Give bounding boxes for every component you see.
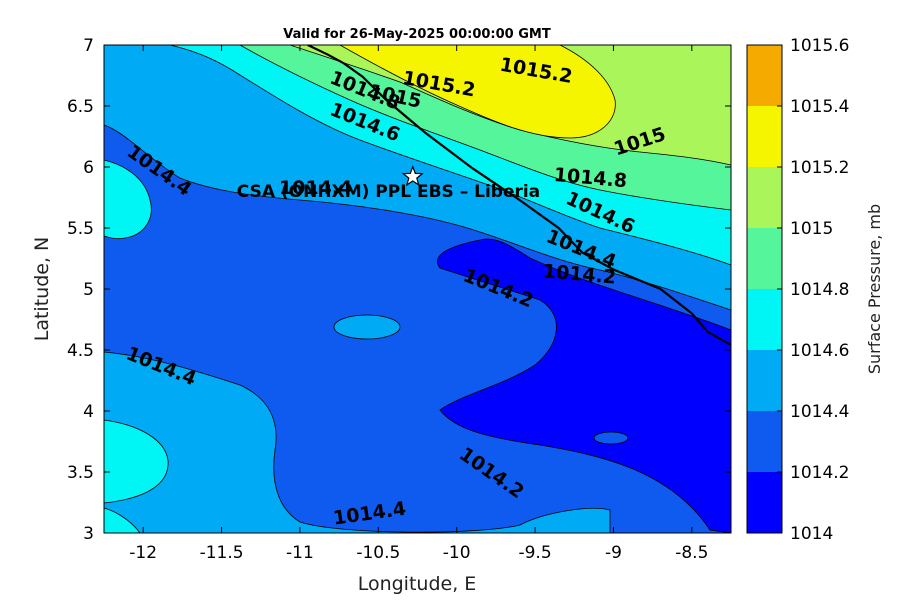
colorbar-tick-label: 1015.6 [790,36,849,56]
colorbar-tick-label: 1014 [790,524,833,544]
site-label: CSA (ONHXM) PPL EBS – Liberia [237,182,540,202]
band-1014-6-corner [104,507,141,533]
x-axis: -12 -11.5 -11 -10.5 -10 -9.5 -9 -8.5 [129,45,708,563]
y-tick-label: 6.5 [67,97,94,117]
band-1014-4-island [333,314,401,340]
y-tick-label: 3.5 [67,463,94,483]
y-tick-label: 5 [83,280,94,300]
colorbar-tick-label: 1014.4 [790,402,849,422]
colorbar-segment [747,106,782,167]
colorbar-tick-label: 1015.4 [790,97,849,117]
colorbar: 1014 1014.2 1014.4 1014.6 1014.8 1015 1015.2 10… [746,36,849,544]
x-tick-label: -9.5 [518,543,551,563]
band-1014-0-southeast [437,238,731,533]
y-axis: 3 3.5 4 4.5 5 5.5 6 6.5 7 [67,36,731,544]
chart-title: Valid for 26-May-2025 00:00:00 GMT [283,27,551,42]
colorbar-segment [747,228,782,289]
x-tick-label: -11.5 [200,543,244,563]
site-marker-star [401,165,424,187]
x-tick-label: -10.5 [356,543,400,563]
colorbar-segment [747,167,782,228]
colorbar-segment [747,411,782,472]
x-tick-label: -8.5 [675,543,708,563]
x-tick-label: -11 [286,543,314,563]
colorbar-tick-label: 1015 [790,219,833,239]
colorbar-label: Surface Pressure, mb [865,204,884,374]
contour-label: 1014.4 [279,177,352,199]
x-tick-label: -10 [443,543,471,563]
band-1015-2 [339,45,616,139]
y-tick-label: 3 [83,524,94,544]
band-1014-6-west [104,159,152,240]
band-1014-4-southwest [104,351,611,533]
colorbar-segment [747,472,782,533]
y-tick-label: 4.5 [67,341,94,361]
band-1014-6-southwest [104,419,169,504]
x-axis-label: Longitude, E [358,573,477,595]
x-tick-label: -12 [129,543,157,563]
colorbar-tick-label: 1015.2 [790,158,849,178]
y-tick-label: 4 [83,402,94,422]
colorbar-tick-label: 1014.8 [790,280,849,300]
y-axis-label: Latitude, N [31,237,53,342]
y-tick-label: 6 [83,158,94,178]
colorbar-segment [747,350,782,411]
colorbar-tick-label: 1014.6 [790,341,849,361]
coastline [307,45,731,347]
band-1014-0-island [593,431,629,445]
colorbar-tick-label: 1014.2 [790,463,849,483]
x-tick-label: -9 [605,543,622,563]
y-tick-label: 5.5 [67,219,94,239]
colorbar-segment [747,289,782,350]
y-tick-label: 7 [83,36,94,56]
colorbar-segment [747,45,782,106]
